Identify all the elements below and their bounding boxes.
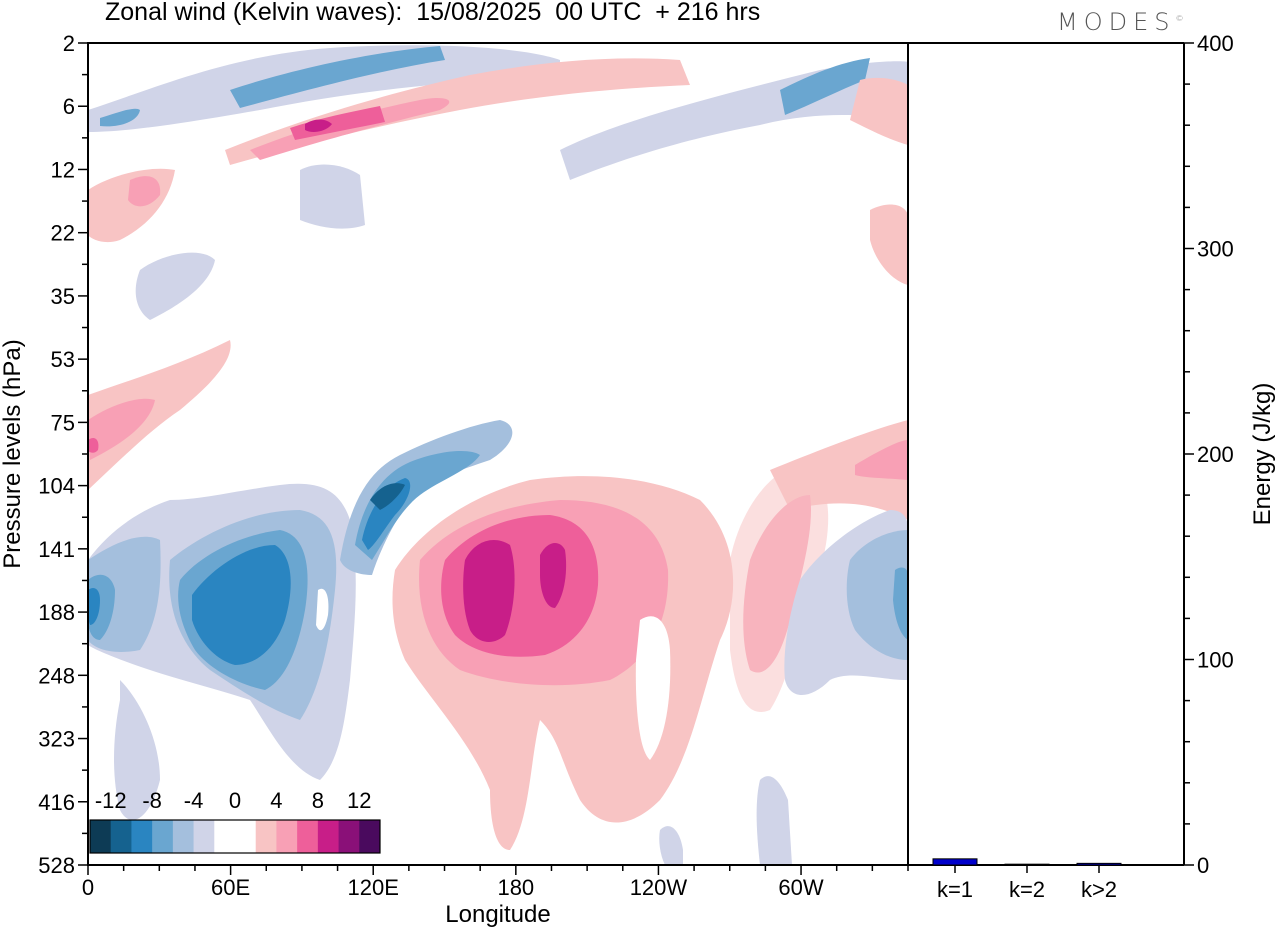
colorbar-label: -4 <box>184 788 204 813</box>
colorbar-swatch <box>276 820 298 853</box>
colorbar-swatch <box>235 820 257 853</box>
contour-neg-west-12 <box>114 680 160 820</box>
energy-tick-label: 300 <box>1197 237 1234 262</box>
x-tick-label: 0 <box>82 875 94 900</box>
energy-axis-label: Energy (J/kg) <box>1249 383 1276 526</box>
colorbar-swatch <box>172 820 194 853</box>
energy-tick-label: 0 <box>1197 853 1209 878</box>
y-tick-label: 104 <box>38 474 75 499</box>
contour-pos-big-4 <box>463 540 515 642</box>
y-tick-label: 75 <box>51 410 75 435</box>
energy-tick-label: 100 <box>1197 648 1234 673</box>
contour-pos-big-5 <box>540 543 567 608</box>
contour-neg-west-11 <box>370 483 405 510</box>
contour-neg-east-2 <box>846 530 908 660</box>
contour-pos-mid-2 <box>88 398 155 460</box>
x-tick-label: 180 <box>497 875 534 900</box>
energy-tick-label: 200 <box>1197 442 1234 467</box>
y-tick-label: 188 <box>38 600 75 625</box>
colorbar: -12 -8 -4 0 4 8 12 <box>89 788 381 854</box>
colorbar-label: 0 <box>229 788 241 813</box>
x-axis-label: Longitude <box>445 901 550 928</box>
y-tick-label: 2 <box>63 31 75 56</box>
contour-neg-west-10 <box>362 478 411 550</box>
colorbar-label: -8 <box>142 788 162 813</box>
colorbar-swatch <box>255 820 277 853</box>
colorbar-label: 8 <box>312 788 324 813</box>
y-tick-label: 53 <box>51 347 75 372</box>
brand-logo: MODES© <box>1057 8 1183 36</box>
contour-neg-west-7 <box>192 545 291 665</box>
x-tick-label: 60W <box>778 875 823 900</box>
contour-neg-upper-7 <box>135 252 215 320</box>
contour-neg-upper-2 <box>230 46 445 108</box>
contour-neg-upper-5 <box>780 58 870 115</box>
energy-tick-label: 400 <box>1197 31 1234 56</box>
y-axis: 2 6 12 22 35 53 75 104 141 188 248 323 416 528 <box>38 31 88 878</box>
x-tick-label: 120W <box>630 875 688 900</box>
contour-gap-1 <box>635 616 671 760</box>
contour-neg-lower-1 <box>659 826 683 865</box>
colorbar-swatch <box>359 820 381 853</box>
contour-neg-upper-1 <box>88 45 560 132</box>
energy-bar <box>1076 862 1122 866</box>
contour-pos-eastern-2 <box>730 465 829 712</box>
x-tick-label: 120E <box>348 875 399 900</box>
energy-bar <box>932 858 978 866</box>
brand-text: MODES <box>1057 8 1176 36</box>
contour-pos-mid-5 <box>855 440 908 480</box>
contour-gap-2 <box>316 588 329 631</box>
y-tick-label: 528 <box>38 853 75 878</box>
contour-pos-upper-4 <box>305 119 332 132</box>
colorbar-swatch <box>90 820 112 853</box>
energy-axis: 0 100 200 300 400 <box>1184 31 1234 878</box>
y-tick-label: 248 <box>38 663 75 688</box>
contour-pos-mid-3 <box>88 438 99 453</box>
brand-mark: © <box>1175 14 1184 23</box>
x-tick-label: 60E <box>211 875 250 900</box>
contour-neg-west-4 <box>88 588 100 625</box>
contour-neg-upper-6 <box>300 164 365 229</box>
colorbar-swatch <box>193 820 215 853</box>
colorbar-frame <box>89 819 381 854</box>
contour-pos-upper-6 <box>128 176 161 207</box>
y-tick-label: 323 <box>38 727 75 752</box>
contour-pos-upper-7 <box>850 77 908 145</box>
contour-neg-lower-2 <box>756 776 792 865</box>
colorbar-swatch <box>317 820 339 853</box>
y-tick-label: 141 <box>38 537 75 562</box>
colorbar-label: 4 <box>270 788 282 813</box>
bar-category-label: k>2 <box>1081 877 1117 902</box>
y-tick-label: 416 <box>38 790 75 815</box>
contour-pos-upper-1 <box>225 58 690 165</box>
y-tick-label: 22 <box>51 221 75 246</box>
colorbar-swatch <box>110 820 132 853</box>
heatmap-field <box>88 45 908 865</box>
bar-category-label: k=2 <box>1009 877 1045 902</box>
x-axis: 0 60E 120E 180 120W 60W <box>82 865 909 900</box>
colorbar-label: -12 <box>95 788 127 813</box>
y-tick-label: 35 <box>51 284 75 309</box>
y-tick-label: 6 <box>63 94 75 119</box>
chart-title: Zonal wind (Kelvin waves): 15/08/2025 00… <box>105 0 761 26</box>
energy-bar <box>1004 863 1050 866</box>
contour-pos-mid-1 <box>88 340 231 490</box>
bar-category-label: k=1 <box>937 877 973 902</box>
colorbar-swatch <box>152 820 174 853</box>
colorbar-swatch <box>131 820 153 853</box>
colorbar-swatch <box>214 820 236 853</box>
contour-pos-upper-8 <box>870 204 908 285</box>
contour-neg-east-3 <box>893 567 908 640</box>
colorbar-swatch <box>297 820 319 853</box>
energy-bars: k=1 k=2 k>2 <box>932 858 1122 902</box>
y-axis-label: Pressure levels (hPa) <box>0 339 26 568</box>
y-tick-label: 12 <box>51 157 75 182</box>
colorbar-swatch <box>338 820 360 853</box>
colorbar-label: 12 <box>347 788 371 813</box>
contour-neg-west-9 <box>355 450 480 560</box>
contour-neg-upper-3 <box>100 108 140 127</box>
